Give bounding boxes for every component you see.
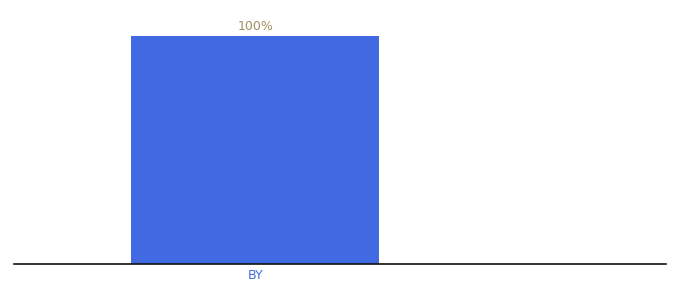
Bar bbox=[131, 36, 379, 264]
Text: 100%: 100% bbox=[237, 20, 273, 33]
